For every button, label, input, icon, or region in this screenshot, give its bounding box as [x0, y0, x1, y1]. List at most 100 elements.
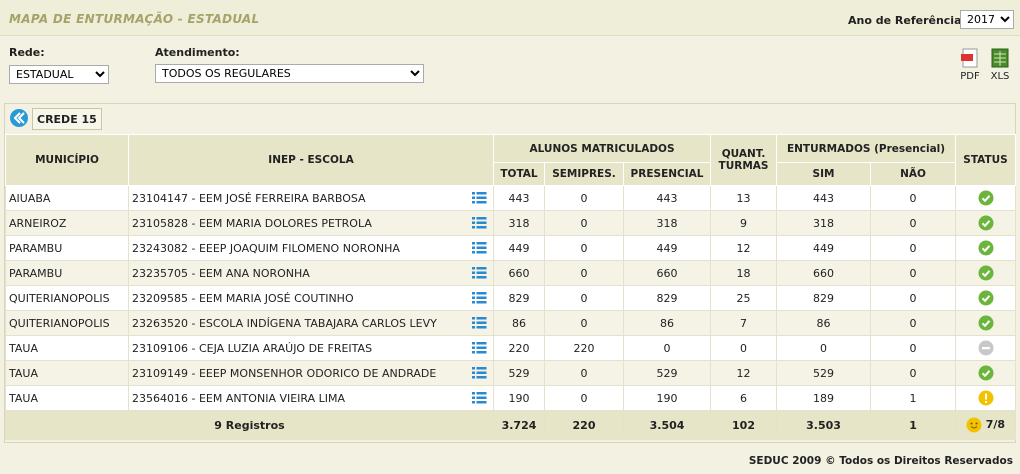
- number-cell: 660: [622, 260, 712, 286]
- back-button[interactable]: [9, 108, 29, 128]
- number-cell: 18: [710, 260, 778, 286]
- escola-cell: 23105828 - EEM MARIA DOLORES PETROLA: [128, 210, 494, 236]
- list-icon: [472, 292, 487, 304]
- number-cell: 0: [544, 235, 624, 261]
- atendimento-label: Atendimento:: [155, 46, 240, 59]
- list-icon: [472, 342, 487, 354]
- cell-text: QUITERIANOPOLIS: [9, 291, 110, 305]
- col-total: TOTAL: [493, 162, 545, 186]
- cell-text: 23105828 - EEM MARIA DOLORES PETROLA: [132, 216, 372, 230]
- cell-text: 0: [909, 266, 917, 280]
- cell-text: 660: [508, 266, 530, 280]
- number-cell: 220: [493, 335, 545, 361]
- number-cell: 0: [870, 235, 957, 261]
- cell-text: 0: [740, 341, 748, 355]
- cell-text: 23209585 - EEM MARIA JOSÉ COUTINHO: [132, 291, 354, 305]
- cell-text: 18: [736, 266, 751, 280]
- cell-text: 829: [656, 291, 678, 305]
- cell-text: 0: [909, 366, 917, 380]
- cell-text: PARAMBU: [9, 241, 63, 255]
- list-icon: [472, 367, 487, 379]
- cell-text: 443: [813, 191, 835, 205]
- year-select[interactable]: 2017: [960, 10, 1014, 29]
- pdf-export[interactable]: PDF: [959, 48, 981, 82]
- municipio-cell: QUITERIANOPOLIS: [5, 310, 129, 336]
- status-icon: [978, 390, 994, 406]
- xls-export[interactable]: XLS: [989, 48, 1011, 82]
- total-cell: 1: [870, 410, 957, 440]
- number-cell: 449: [493, 235, 545, 261]
- cell-text: 0: [580, 316, 588, 330]
- number-cell: 0: [870, 335, 957, 361]
- details-icon[interactable]: [472, 216, 487, 233]
- number-cell: 189: [776, 385, 872, 411]
- details-icon[interactable]: [472, 316, 487, 333]
- rede-select[interactable]: ESTADUAL: [9, 65, 109, 84]
- status-count: 7/8: [985, 418, 1006, 431]
- status-cell: [955, 285, 1017, 311]
- number-cell: 443: [493, 185, 545, 211]
- number-cell: 0: [544, 385, 624, 411]
- details-icon[interactable]: [472, 391, 487, 408]
- municipio-cell: TAUA: [5, 335, 129, 361]
- municipio-cell: TAUA: [5, 385, 129, 411]
- cell-text: 0: [820, 341, 828, 355]
- number-cell: 449: [776, 235, 872, 261]
- number-cell: 449: [622, 235, 712, 261]
- cell-text: 23235705 - EEM ANA NORONHA: [132, 266, 310, 280]
- escola-cell: 23109149 - EEEP MONSENHOR ODORICO DE AND…: [128, 360, 494, 386]
- escola-cell: 23104147 - EEM JOSÉ FERREIRA BARBOSA: [128, 185, 494, 211]
- copyright: SEDUC 2009 © Todos os Direitos Reservado…: [748, 455, 1013, 467]
- col-escola: INEP - ESCOLA: [128, 134, 494, 186]
- registros-cell: 9 Registros: [5, 410, 494, 440]
- cell-text: 529: [508, 366, 530, 380]
- cell-text: 25: [736, 291, 751, 305]
- status-cell: [955, 235, 1017, 261]
- number-cell: 829: [776, 285, 872, 311]
- status-cell: [955, 310, 1017, 336]
- number-cell: 829: [622, 285, 712, 311]
- number-cell: 86: [622, 310, 712, 336]
- number-cell: 190: [622, 385, 712, 411]
- table-body: AIUABA 23104147 - EEM JOSÉ FERREIRA BARBO…: [5, 185, 1017, 440]
- number-cell: 0: [870, 185, 957, 211]
- footer-row: 9 Registros 3.724 220 3.504 102 3.503 1 7/8: [5, 410, 1017, 440]
- details-icon[interactable]: [472, 341, 487, 358]
- cell-text: 12: [736, 366, 751, 380]
- cell-text: 23263520 - ESCOLA INDÍGENA TABAJARA CARL…: [132, 316, 437, 330]
- cell-text: AIUABA: [9, 191, 51, 205]
- status-icon: [978, 315, 994, 331]
- municipio-cell: QUITERIANOPOLIS: [5, 285, 129, 311]
- number-cell: 13: [710, 185, 778, 211]
- number-cell: 25: [710, 285, 778, 311]
- crede-button[interactable]: CREDE 15: [32, 108, 102, 130]
- status-icon: [978, 365, 994, 381]
- number-cell: 12: [710, 360, 778, 386]
- cell-text: 0: [909, 216, 917, 230]
- table-row: PARAMBU 23243082 - EEEP JOAQUIM FILOMENO …: [5, 235, 1017, 261]
- number-cell: 0: [870, 310, 957, 336]
- details-icon[interactable]: [472, 366, 487, 383]
- cell-text: TAUA: [9, 341, 38, 355]
- year-label: Ano de Referência:: [848, 14, 966, 27]
- results-table: MUNICÍPIO INEP - ESCOLA ALUNOS MATRICULA…: [5, 134, 1017, 440]
- cell-text: 220: [573, 341, 595, 355]
- status-icon: [978, 190, 994, 206]
- details-icon[interactable]: [472, 291, 487, 308]
- municipio-cell: TAUA: [5, 360, 129, 386]
- details-icon[interactable]: [472, 266, 487, 283]
- col-turmas: QUANT. TURMAS: [710, 134, 778, 186]
- cell-text: 0: [909, 291, 917, 305]
- details-icon[interactable]: [472, 191, 487, 208]
- cell-text: 86: [660, 316, 674, 330]
- cell-text: 443: [508, 191, 530, 205]
- page-title: MAPA DE ENTURMAÇÃO - ESTADUAL: [9, 12, 260, 26]
- cell-text: 7: [740, 316, 748, 330]
- atendimento-select[interactable]: TODOS OS REGULARES: [155, 64, 424, 83]
- status-cell: [955, 335, 1017, 361]
- xls-icon: [991, 48, 1009, 68]
- cell-text: 13: [736, 191, 751, 205]
- details-icon[interactable]: [472, 241, 487, 258]
- number-cell: 0: [870, 260, 957, 286]
- status-cell: [955, 360, 1017, 386]
